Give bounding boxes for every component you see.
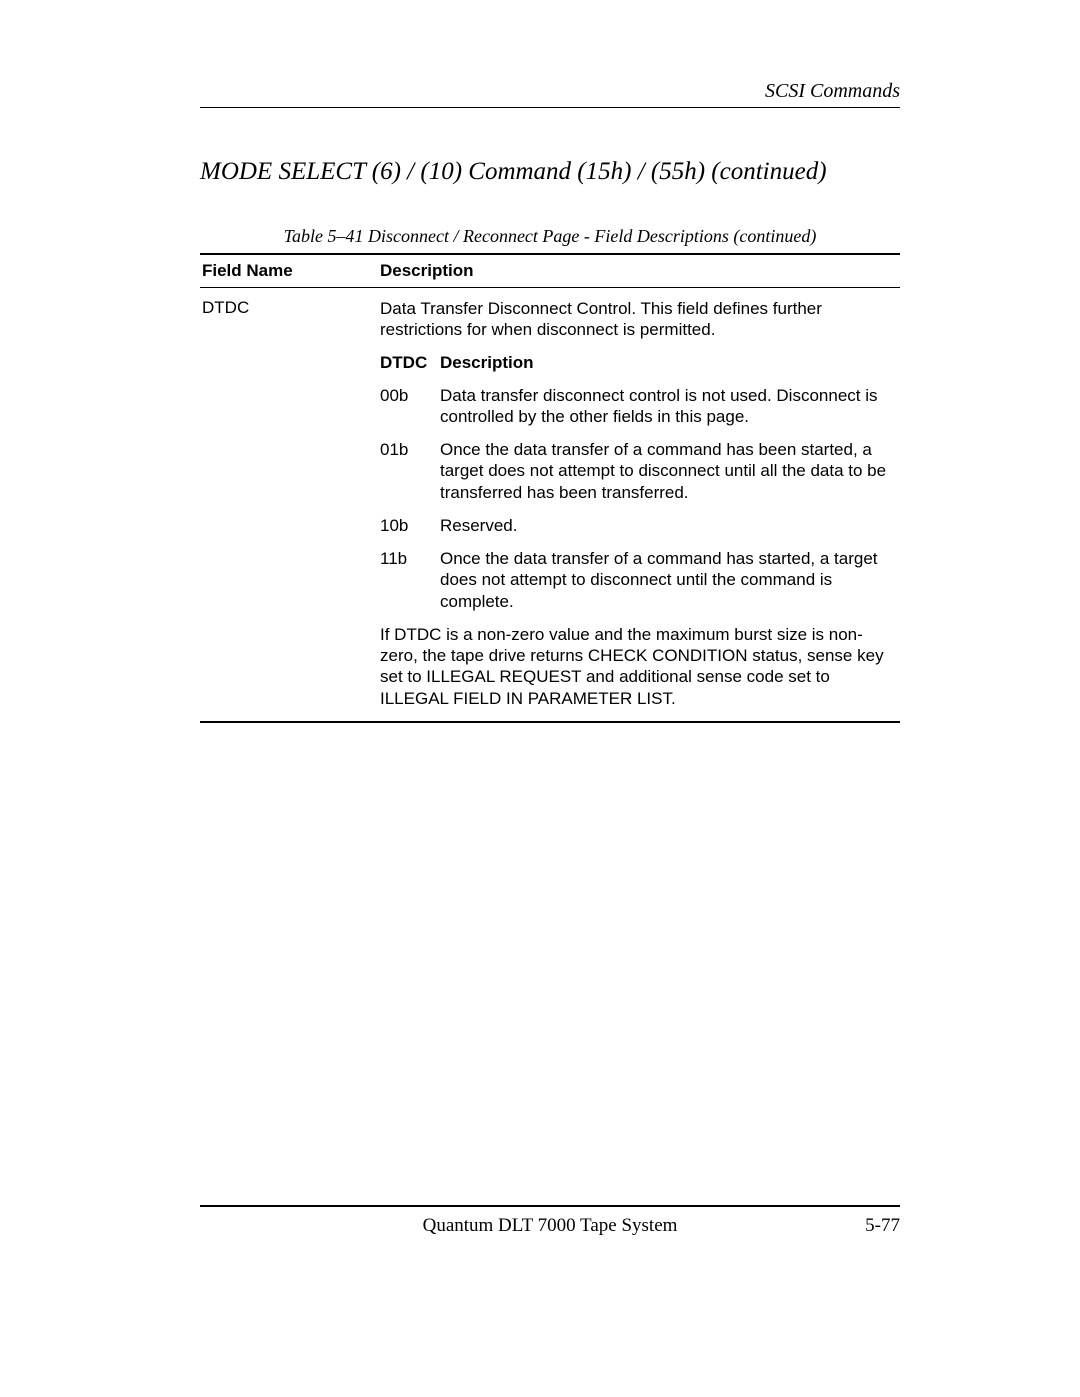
field-name-cell: DTDC (200, 298, 380, 709)
dtdc-desc: Data transfer disconnect control is not … (440, 385, 900, 428)
sub-table-row: 10b Reserved. (380, 515, 900, 536)
sub-table-row: 00b Data transfer disconnect control is … (380, 385, 900, 428)
footer-title: Quantum DLT 7000 Tape System (423, 1215, 678, 1237)
dtdc-code: 11b (380, 548, 440, 612)
sub-table-header: DTDC Description (380, 353, 900, 373)
dtdc-code: 10b (380, 515, 440, 536)
dtdc-code: 01b (380, 439, 440, 503)
dtdc-code: 00b (380, 385, 440, 428)
table-caption: Table 5–41 Disconnect / Reconnect Page -… (200, 226, 900, 247)
dtdc-sub-table: DTDC Description 00b Data transfer disco… (380, 353, 900, 612)
description-intro: Data Transfer Disconnect Control. This f… (380, 298, 900, 341)
dtdc-desc: Once the data transfer of a command has … (440, 439, 900, 503)
page-number: 5-77 (865, 1215, 900, 1237)
page-footer: Quantum DLT 7000 Tape System 5-77 (200, 1205, 900, 1237)
table-body: DTDC Data Transfer Disconnect Control. T… (200, 288, 900, 721)
description-cell: Data Transfer Disconnect Control. This f… (380, 298, 900, 709)
dtdc-desc: Once the data transfer of a command has … (440, 548, 900, 612)
dtdc-desc: Reserved. (440, 515, 900, 536)
page-container: SCSI Commands MODE SELECT (6) / (10) Com… (0, 0, 1080, 1397)
sub-table-row: 01b Once the data transfer of a command … (380, 439, 900, 503)
field-descriptions-table: Field Name Description DTDC Data Transfe… (200, 253, 900, 723)
chapter-title: SCSI Commands (200, 80, 900, 103)
sub-column-description: Description (440, 353, 900, 373)
description-note: If DTDC is a non-zero value and the maxi… (380, 624, 900, 709)
sub-table-row: 11b Once the data transfer of a command … (380, 548, 900, 612)
column-header-field: Field Name (200, 261, 380, 281)
section-title: MODE SELECT (6) / (10) Command (15h) / (… (200, 158, 900, 186)
sub-column-dtdc: DTDC (380, 353, 440, 373)
column-header-description: Description (380, 261, 900, 281)
table-header-row: Field Name Description (200, 255, 900, 288)
page-header: SCSI Commands (200, 80, 900, 108)
